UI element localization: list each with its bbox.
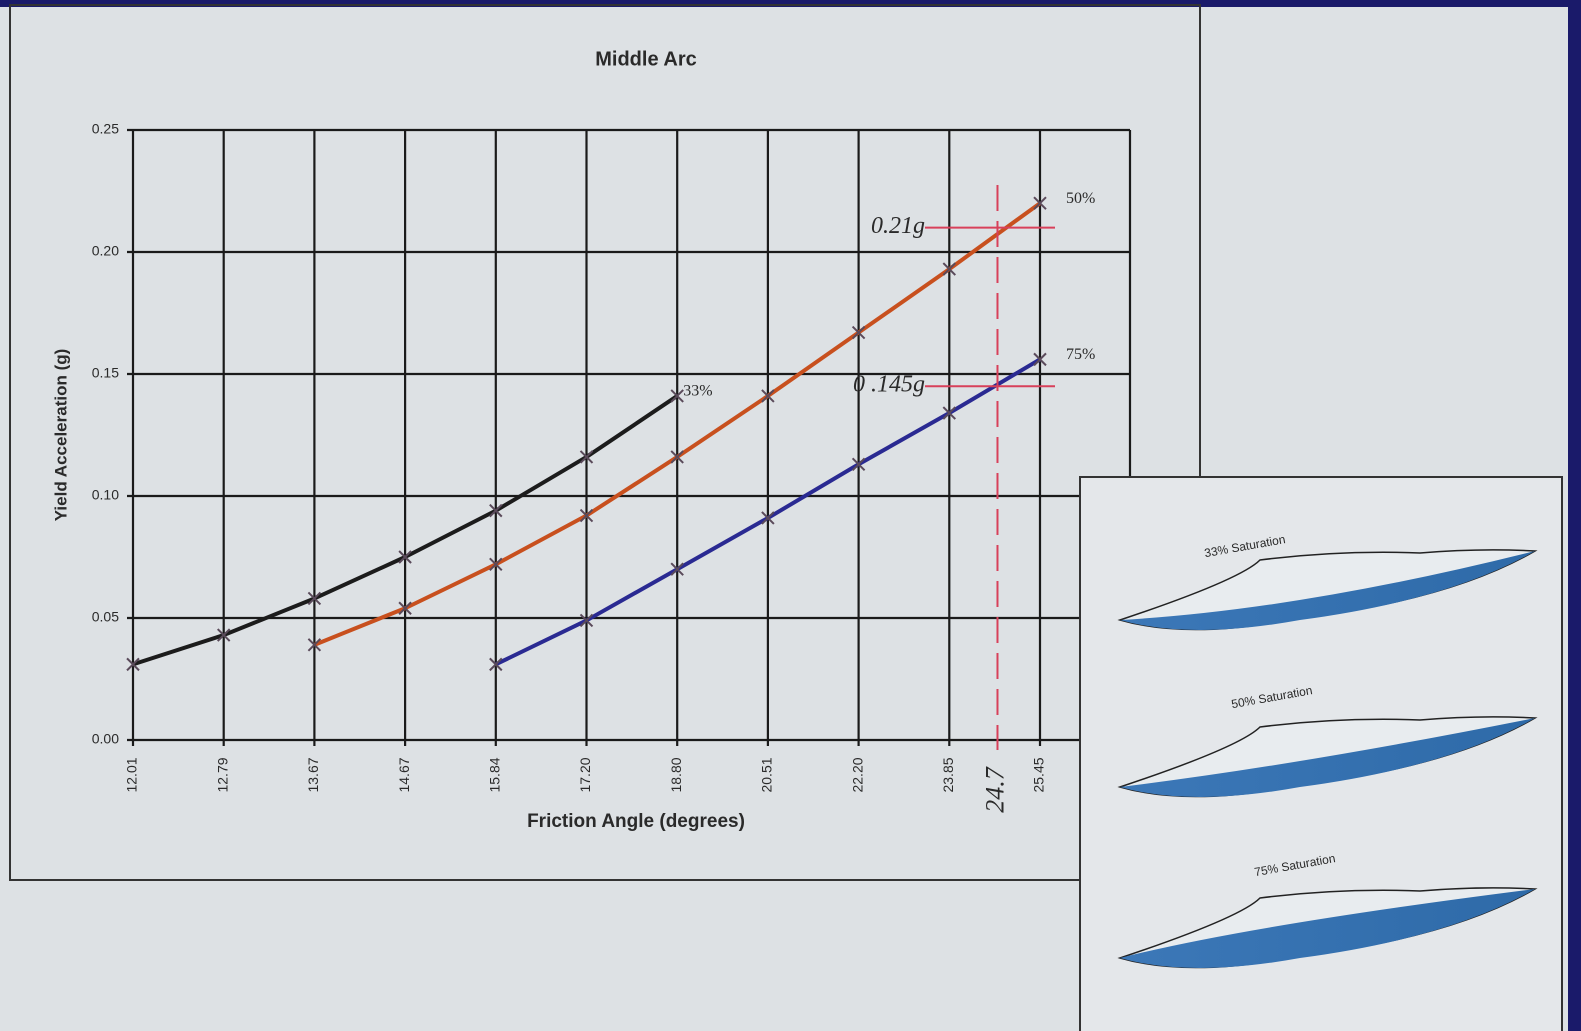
point-marker — [579, 450, 594, 464]
plot: 0.00 0.05 0.10 0.15 0.20 0.25 12.01 12.79 13.67 1… — [92, 121, 1132, 813]
point-marker — [761, 511, 775, 525]
x-tick-label: 12.01 — [124, 757, 140, 792]
y-tick-label: 0.15 — [92, 365, 119, 381]
x-tick-label: 15.84 — [487, 757, 503, 792]
lens-2 — [1117, 716, 1538, 798]
x-tick-label: 14.67 — [396, 757, 412, 792]
x-tick-label: 17.20 — [577, 757, 593, 792]
y-tick-label: 0.00 — [92, 731, 119, 747]
point-marker — [398, 550, 412, 564]
saturation — [1120, 551, 1535, 630]
annotation-label: 24.7 — [980, 766, 1009, 813]
x-axis-label: Friction Angle (degrees) — [527, 811, 745, 832]
point-marker — [307, 638, 322, 652]
chart-frame — [9, 4, 1201, 881]
point-marker — [670, 389, 684, 403]
x-tick-label: 22.20 — [849, 757, 865, 792]
saturation — [1120, 718, 1535, 797]
series-label: 33% — [683, 383, 712, 400]
point-marker — [942, 406, 957, 420]
point-marker — [579, 508, 594, 523]
y-tick-label: 0.20 — [92, 243, 119, 259]
point-marker — [761, 389, 775, 403]
point-marker — [851, 457, 866, 471]
point-marker — [489, 557, 503, 572]
point-marker — [489, 657, 503, 672]
point-marker — [942, 262, 957, 276]
point-marker — [1033, 352, 1047, 367]
x-tick-label: 13.67 — [305, 757, 321, 792]
y-tick-label: 0.10 — [92, 487, 119, 503]
inset: 33% Saturation 50% Saturation 75% Satura… — [1079, 476, 1563, 1031]
saturation — [1120, 889, 1535, 968]
y-axis-label: Yield Acceleration (g) — [51, 349, 70, 522]
annotation-label: 0 .145g — [853, 372, 925, 398]
point-marker — [670, 450, 684, 464]
series-label: 75% — [1066, 346, 1095, 363]
point-marker — [489, 503, 503, 518]
point-marker — [670, 562, 684, 576]
x-tick-label: 18.80 — [668, 757, 684, 792]
chart-title: Middle Arc — [595, 48, 697, 70]
annotation-label: 0.21g — [871, 213, 925, 239]
y-tick-label: 0.05 — [92, 609, 119, 625]
point-marker — [126, 657, 140, 672]
x-tick-label: 23.85 — [940, 757, 956, 792]
lens-1 — [1117, 549, 1538, 631]
lens-3 — [1117, 887, 1538, 969]
series-label: 50% — [1066, 190, 1095, 207]
point-marker — [398, 601, 412, 615]
x-tick-label: 12.79 — [214, 757, 230, 792]
point-marker — [1033, 196, 1047, 210]
y-tick-label: 0.25 — [92, 121, 119, 137]
x-tick-label: 20.51 — [759, 757, 775, 792]
point-marker — [216, 628, 231, 642]
x-tick-label: 25.45 — [1031, 757, 1047, 792]
point-marker — [851, 325, 866, 340]
point-marker — [307, 591, 322, 606]
point-marker — [579, 613, 594, 628]
